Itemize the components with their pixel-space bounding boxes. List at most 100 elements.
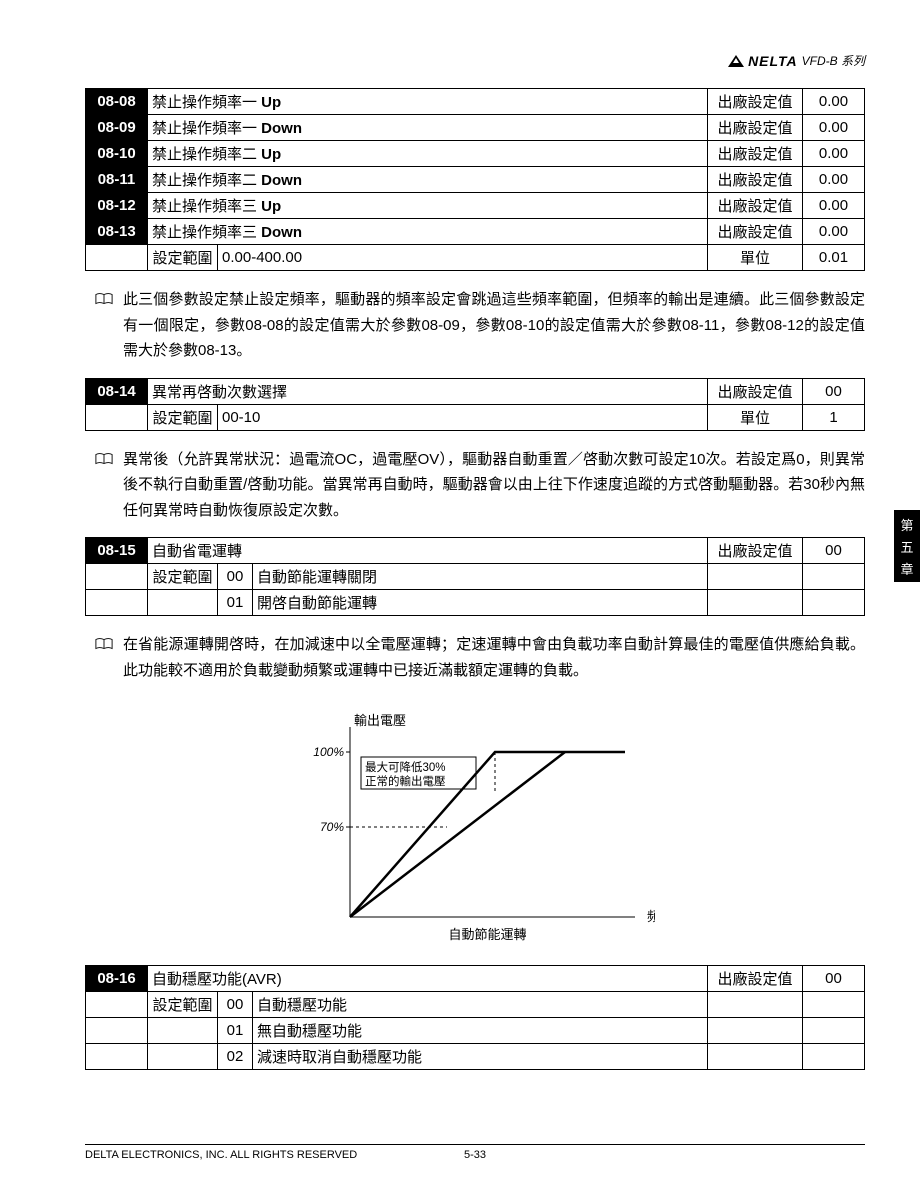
note-3: 在省能源運轉開啓時，在加減速中以全電壓運轉；定速運轉中會由負載功率自動計算最佳的… xyxy=(85,626,865,697)
table-row: 08-08禁止操作頻率一 Up出廠設定值0.00 xyxy=(86,89,865,115)
table-row: 01開啓自動節能運轉 xyxy=(86,590,865,616)
unit-value: 1 xyxy=(803,404,865,430)
table-row: 08-10禁止操作頻率二 Up出廠設定值0.00 xyxy=(86,141,865,167)
series-name: VFD-B 系列 xyxy=(802,52,865,69)
factory-label: 出廠設定值 xyxy=(708,115,803,141)
param-code: 08-12 xyxy=(86,193,148,219)
table-row: 08-14 異常再啓動次數選擇 出廠設定值 00 xyxy=(86,378,865,404)
book-icon xyxy=(95,449,113,475)
param-desc: 禁止操作頻率一 Up xyxy=(148,89,708,115)
param-code: 08-14 xyxy=(86,378,148,404)
svg-text:頻率: 頻率 xyxy=(647,909,655,924)
param-desc: 禁止操作頻率二 Up xyxy=(148,141,708,167)
param-table-0816: 08-16自動穩壓功能(AVR)出廠設定值00設定範圍00自動穩壓功能01無自動… xyxy=(85,965,865,1070)
book-icon xyxy=(95,634,113,660)
note-2: 異常後（允許異常狀況：過電流OC，過電壓OV），驅動器自動重置／啓動次數可設定1… xyxy=(85,441,865,538)
range-value: 00-10 xyxy=(218,404,708,430)
table-row: 08-11禁止操作頻率二 Down出廠設定值0.00 xyxy=(86,167,865,193)
range-label xyxy=(148,1018,218,1044)
table-row: 02減速時取消自動穩壓功能 xyxy=(86,1044,865,1070)
svg-text:70%: 70% xyxy=(320,820,344,834)
range-label: 設定範圍 xyxy=(148,564,218,590)
range-label: 設定範圍 xyxy=(148,404,218,430)
svg-text:最大可降低30%: 最大可降低30% xyxy=(365,760,446,774)
svg-text:正常的輸出電壓: 正常的輸出電壓 xyxy=(365,774,446,788)
brand-name: NELTA xyxy=(748,53,798,69)
table-row: 設定範圍00自動穩壓功能 xyxy=(86,992,865,1018)
param-desc: 自動穩壓功能(AVR) xyxy=(148,966,708,992)
range-value: 0.00-400.00 xyxy=(218,245,708,271)
param-code: 08-11 xyxy=(86,167,148,193)
option-text: 減速時取消自動穩壓功能 xyxy=(253,1044,708,1070)
param-value: 00 xyxy=(803,966,865,992)
table-row: 01無自動穩壓功能 xyxy=(86,1018,865,1044)
param-desc: 禁止操作頻率二 Down xyxy=(148,167,708,193)
option-number: 00 xyxy=(218,564,253,590)
param-code: 08-13 xyxy=(86,219,148,245)
table-row: 08-16自動穩壓功能(AVR)出廠設定值00 xyxy=(86,966,865,992)
book-icon xyxy=(95,289,113,315)
chapter-side-tab: 第 五 章 xyxy=(894,510,920,582)
param-value: 0.00 xyxy=(803,115,865,141)
note-text: 在省能源運轉開啓時，在加減速中以全電壓運轉；定速運轉中會由負載功率自動計算最佳的… xyxy=(123,636,865,679)
note-1: 此三個參數設定禁止設定頻率，驅動器的頻率設定會跳過這些頻率範圍，但頻率的輸出是連… xyxy=(85,281,865,378)
factory-label: 出廠設定值 xyxy=(708,378,803,404)
param-code: 08-08 xyxy=(86,89,148,115)
option-text: 自動節能運轉關閉 xyxy=(253,564,708,590)
param-desc: 禁止操作頻率三 Up xyxy=(148,193,708,219)
param-desc: 禁止操作頻率一 Down xyxy=(148,115,708,141)
page: NELTA VFD-B 系列 第 五 章 08-08禁止操作頻率一 Up出廠設定… xyxy=(0,0,920,1191)
range-label: 設定範圍 xyxy=(148,245,218,271)
option-text: 自動穩壓功能 xyxy=(253,992,708,1018)
voltage-frequency-chart: 輸出電壓 100% 70% 最大可降低30%正常的輸出電壓頻率自動節能運轉 xyxy=(85,707,865,947)
factory-label: 出廠設定值 xyxy=(708,167,803,193)
factory-label: 出廠設定值 xyxy=(708,219,803,245)
param-value: 0.00 xyxy=(803,167,865,193)
footer-page-number: 5-33 xyxy=(464,1149,486,1161)
param-desc: 異常再啓動次數選擇 xyxy=(148,378,708,404)
param-code: 08-16 xyxy=(86,966,148,992)
table-row: 設定範圍00自動節能運轉關閉 xyxy=(86,564,865,590)
svg-text:自動節能運轉: 自動節能運轉 xyxy=(448,927,526,942)
option-number: 01 xyxy=(218,590,253,616)
svg-text:輸出電壓: 輸出電壓 xyxy=(354,713,406,728)
page-header: NELTA VFD-B 系列 xyxy=(728,52,865,69)
table-row: 設定範圍 00-10 單位 1 xyxy=(86,404,865,430)
table-row: 設定範圍0.00-400.00單位0.01 xyxy=(86,245,865,271)
factory-label: 出廠設定值 xyxy=(708,966,803,992)
param-value: 0.00 xyxy=(803,193,865,219)
option-number: 02 xyxy=(218,1044,253,1070)
param-code: 08-09 xyxy=(86,115,148,141)
table-row: 08-13禁止操作頻率三 Down出廠設定值0.00 xyxy=(86,219,865,245)
option-number: 01 xyxy=(218,1018,253,1044)
range-label xyxy=(148,1044,218,1070)
table-row: 08-15自動省電運轉出廠設定值00 xyxy=(86,538,865,564)
table-row: 08-09禁止操作頻率一 Down出廠設定值0.00 xyxy=(86,115,865,141)
param-value: 0.00 xyxy=(803,219,865,245)
chart-svg: 輸出電壓 100% 70% 最大可降低30%正常的輸出電壓頻率自動節能運轉 xyxy=(295,707,655,947)
table-row: 08-12禁止操作頻率三 Up出廠設定值0.00 xyxy=(86,193,865,219)
unit-value: 0.01 xyxy=(803,245,865,271)
param-code: 08-15 xyxy=(86,538,148,564)
param-value: 0.00 xyxy=(803,89,865,115)
note-text: 異常後（允許異常狀況：過電流OC，過電壓OV），驅動器自動重置／啓動次數可設定1… xyxy=(123,451,865,519)
option-text: 無自動穩壓功能 xyxy=(253,1018,708,1044)
delta-logo-icon xyxy=(728,55,744,67)
param-value: 0.00 xyxy=(803,141,865,167)
param-value: 00 xyxy=(803,378,865,404)
factory-label: 出廠設定值 xyxy=(708,193,803,219)
unit-label: 單位 xyxy=(708,404,803,430)
param-desc: 禁止操作頻率三 Down xyxy=(148,219,708,245)
factory-label: 出廠設定值 xyxy=(708,538,803,564)
range-label: 設定範圍 xyxy=(148,992,218,1018)
option-text: 開啓自動節能運轉 xyxy=(253,590,708,616)
param-desc: 自動省電運轉 xyxy=(148,538,708,564)
param-code: 08-10 xyxy=(86,141,148,167)
page-footer: DELTA ELECTRONICS, INC. ALL RIGHTS RESER… xyxy=(85,1144,865,1161)
factory-label: 出廠設定值 xyxy=(708,89,803,115)
param-value: 00 xyxy=(803,538,865,564)
param-table-0815: 08-15自動省電運轉出廠設定值00設定範圍00自動節能運轉關閉01開啓自動節能… xyxy=(85,537,865,616)
range-label xyxy=(148,590,218,616)
svg-text:100%: 100% xyxy=(313,745,344,759)
note-text: 此三個參數設定禁止設定頻率，驅動器的頻率設定會跳過這些頻率範圍，但頻率的輸出是連… xyxy=(123,291,865,359)
